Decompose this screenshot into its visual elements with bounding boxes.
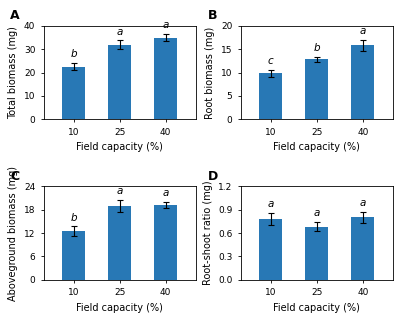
Bar (62, 67, 85, 119)
Text: a: a (267, 199, 274, 209)
Bar (259, 219, 282, 280)
Bar (305, 59, 328, 119)
Y-axis label: Total biomass (mg): Total biomass (mg) (8, 26, 18, 119)
Y-axis label: Root-shoot ratio (mg): Root-shoot ratio (mg) (203, 181, 213, 285)
Bar (259, 74, 282, 119)
X-axis label: Field capacity (%): Field capacity (%) (273, 303, 360, 313)
Text: a: a (162, 20, 169, 30)
Y-axis label: Aboveground biomass (mg): Aboveground biomass (mg) (8, 166, 18, 300)
Bar (154, 38, 177, 119)
Bar (305, 227, 328, 280)
Bar (62, 231, 85, 280)
Bar (351, 46, 374, 119)
Text: c: c (268, 56, 273, 66)
X-axis label: Field capacity (%): Field capacity (%) (76, 142, 163, 152)
Text: a: a (314, 208, 320, 218)
X-axis label: Field capacity (%): Field capacity (%) (76, 303, 163, 313)
Text: a: a (116, 27, 123, 37)
Y-axis label: Root biomass (mg): Root biomass (mg) (205, 26, 215, 119)
Text: a: a (360, 26, 366, 36)
Bar (108, 45, 131, 119)
Text: b: b (314, 43, 320, 53)
Text: B: B (207, 9, 217, 22)
Text: b: b (70, 213, 77, 223)
Text: D: D (207, 169, 218, 183)
Bar (108, 206, 131, 280)
X-axis label: Field capacity (%): Field capacity (%) (273, 142, 360, 152)
Bar (351, 217, 374, 280)
Text: a: a (116, 186, 123, 196)
Text: a: a (360, 198, 366, 208)
Text: C: C (10, 169, 19, 183)
Text: b: b (70, 49, 77, 59)
Text: a: a (162, 188, 169, 198)
Text: A: A (10, 9, 20, 22)
Bar (154, 205, 177, 280)
